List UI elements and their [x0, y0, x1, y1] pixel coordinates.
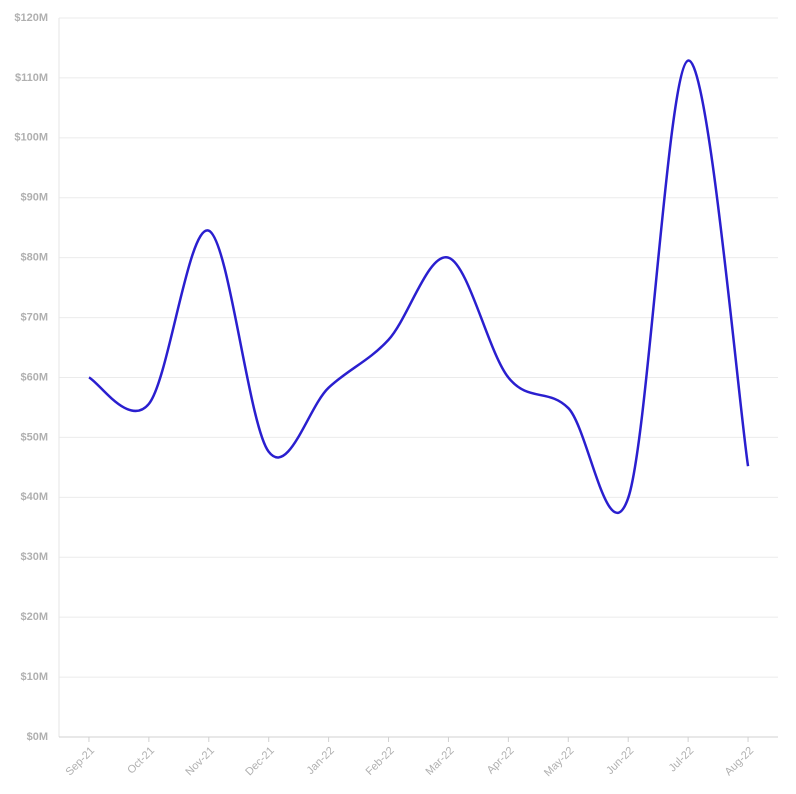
x-tick-label: Jun-22	[604, 745, 636, 777]
y-tick-label: $30M	[20, 551, 48, 563]
y-tick-label: $90M	[20, 192, 48, 204]
x-tick-label: May-22	[542, 745, 576, 779]
y-tick-label: $20M	[20, 611, 48, 623]
x-tick-label: Dec-21	[243, 745, 277, 779]
x-tick-label: Mar-22	[424, 745, 457, 778]
y-tick-label: $100M	[14, 132, 48, 144]
y-tick-label: $80M	[20, 252, 48, 264]
y-tick-label: $120M	[14, 12, 48, 24]
y-tick-label: $70M	[20, 311, 48, 323]
x-tick-label: Oct-21	[125, 745, 157, 777]
x-tick-label: Sep-21	[64, 745, 98, 779]
x-tick-label: Jan-22	[305, 745, 337, 777]
y-tick-label: $60M	[20, 371, 48, 383]
x-tick-label: Nov-21	[183, 745, 217, 779]
y-tick-label: $40M	[20, 491, 48, 503]
y-tick-label: $50M	[20, 431, 48, 443]
x-tick-label: Apr-22	[485, 745, 517, 777]
y-tick-label: $10M	[20, 671, 48, 683]
y-tick-label: $0M	[27, 731, 48, 743]
x-tick-label: Feb-22	[364, 745, 397, 778]
y-tick-label: $110M	[15, 72, 48, 84]
x-tick-label: Jul-22	[667, 745, 697, 775]
x-tick-label: Aug-22	[723, 745, 757, 779]
line	[88, 59, 750, 515]
